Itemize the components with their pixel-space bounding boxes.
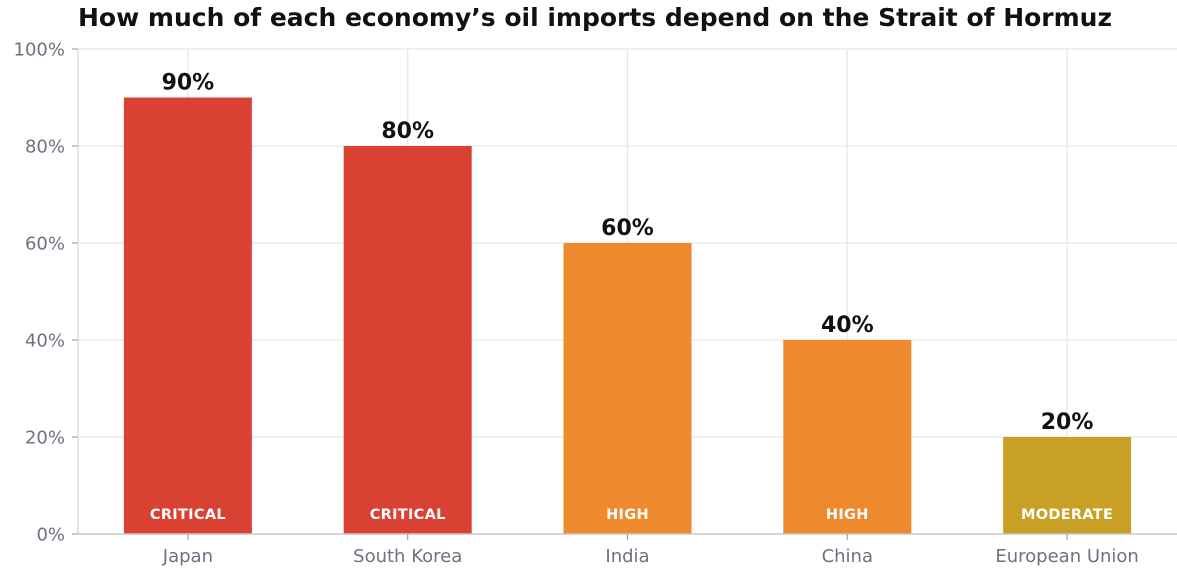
y-tick-label: 40% [25,331,65,352]
bar-value-label: 80% [381,119,434,144]
chart-title: How much of each economy’s oil imports d… [78,3,1112,32]
y-axis: 0% 20% 40% 60% 80% 100% [14,40,79,546]
y-tick-label: 100% [14,40,65,61]
bar-tier-label: HIGH [606,507,649,523]
x-tick-label: China [822,546,873,567]
y-tick-label: 20% [25,428,65,449]
bar-tier-label: MODERATE [1021,507,1113,523]
bar-value-label: 20% [1041,410,1094,435]
bar-tier-label: CRITICAL [150,507,226,523]
bar-tier-label: HIGH [826,507,869,523]
bar-value-label: 60% [601,216,654,241]
y-tick-label: 60% [25,234,65,255]
bar-value-label: 90% [162,71,215,96]
y-tick-label: 0% [36,525,65,546]
x-axis: Japan South Korea India China European Union [78,533,1177,567]
y-tick-label: 80% [25,137,65,158]
bar [123,97,252,534]
x-tick-label: South Korea [353,546,462,567]
bar-tier-label: CRITICAL [370,507,446,523]
bar [1003,437,1132,534]
bar [343,146,472,534]
bar-value-label: 40% [821,313,874,338]
bar [783,340,912,534]
x-tick-label: European Union [995,546,1138,567]
bars: 90% CRITICAL 80% CRITICAL 60% HIGH 40% HIGH 20% M… [123,71,1132,534]
x-tick-label: India [605,546,649,567]
x-tick-label: Japan [162,546,213,567]
bar [563,243,692,534]
